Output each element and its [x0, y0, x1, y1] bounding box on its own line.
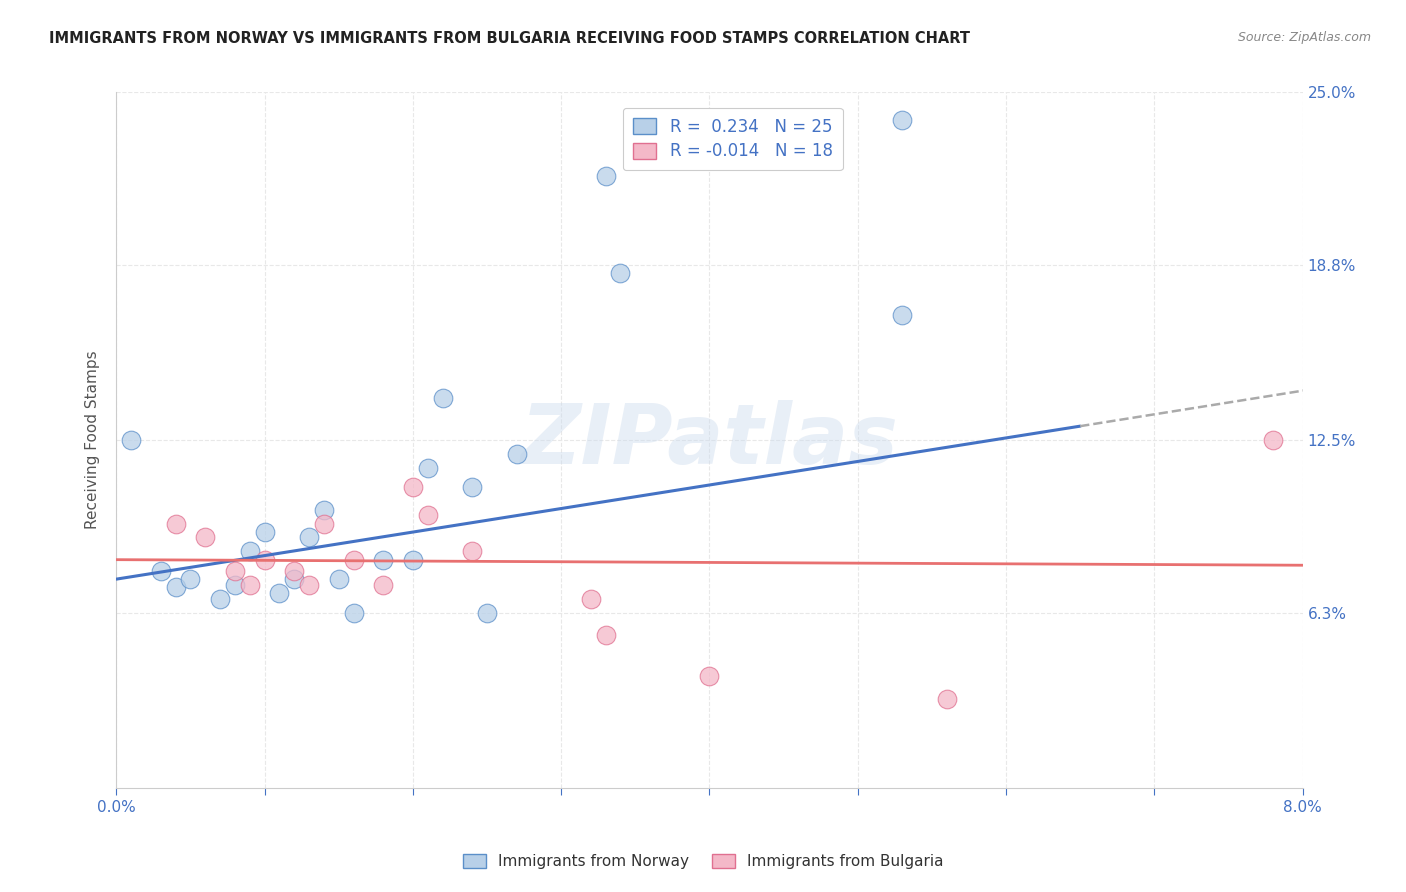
Legend: Immigrants from Norway, Immigrants from Bulgaria: Immigrants from Norway, Immigrants from …: [457, 847, 949, 875]
Point: [165, 516, 187, 531]
Point: [699, 669, 721, 683]
Point: [298, 530, 321, 544]
Point: [475, 606, 498, 620]
Point: [373, 577, 395, 591]
Point: [891, 113, 914, 128]
Point: [609, 266, 631, 280]
Point: [120, 433, 142, 447]
Point: [224, 577, 246, 591]
Point: [312, 516, 335, 531]
Legend: R =  0.234   N = 25, R = -0.014   N = 18: R = 0.234 N = 25, R = -0.014 N = 18: [623, 108, 842, 170]
Point: [342, 606, 364, 620]
Point: [298, 577, 321, 591]
Point: [342, 552, 364, 566]
Point: [149, 564, 172, 578]
Point: [935, 691, 957, 706]
Point: [328, 572, 350, 586]
Point: [461, 480, 484, 494]
Point: [416, 508, 439, 523]
Point: [194, 530, 217, 544]
Point: [312, 502, 335, 516]
Text: Source: ZipAtlas.com: Source: ZipAtlas.com: [1237, 31, 1371, 45]
Point: [269, 586, 291, 600]
Point: [505, 447, 527, 461]
Point: [579, 591, 602, 606]
Point: [373, 552, 395, 566]
Point: [891, 308, 914, 322]
Point: [283, 572, 305, 586]
Point: [179, 572, 201, 586]
Point: [253, 524, 276, 539]
Y-axis label: Receiving Food Stamps: Receiving Food Stamps: [86, 351, 100, 529]
Point: [253, 552, 276, 566]
Point: [461, 544, 484, 558]
Text: IMMIGRANTS FROM NORWAY VS IMMIGRANTS FROM BULGARIA RECEIVING FOOD STAMPS CORRELA: IMMIGRANTS FROM NORWAY VS IMMIGRANTS FRO…: [49, 31, 970, 46]
Point: [402, 480, 425, 494]
Point: [224, 564, 246, 578]
Point: [239, 544, 262, 558]
Point: [595, 628, 617, 642]
Text: ZIPatlas: ZIPatlas: [520, 400, 898, 481]
Point: [209, 591, 232, 606]
Point: [165, 581, 187, 595]
Point: [595, 169, 617, 183]
Point: [239, 577, 262, 591]
Point: [416, 461, 439, 475]
Point: [432, 392, 454, 406]
Point: [402, 552, 425, 566]
Point: [1261, 433, 1284, 447]
Point: [283, 564, 305, 578]
